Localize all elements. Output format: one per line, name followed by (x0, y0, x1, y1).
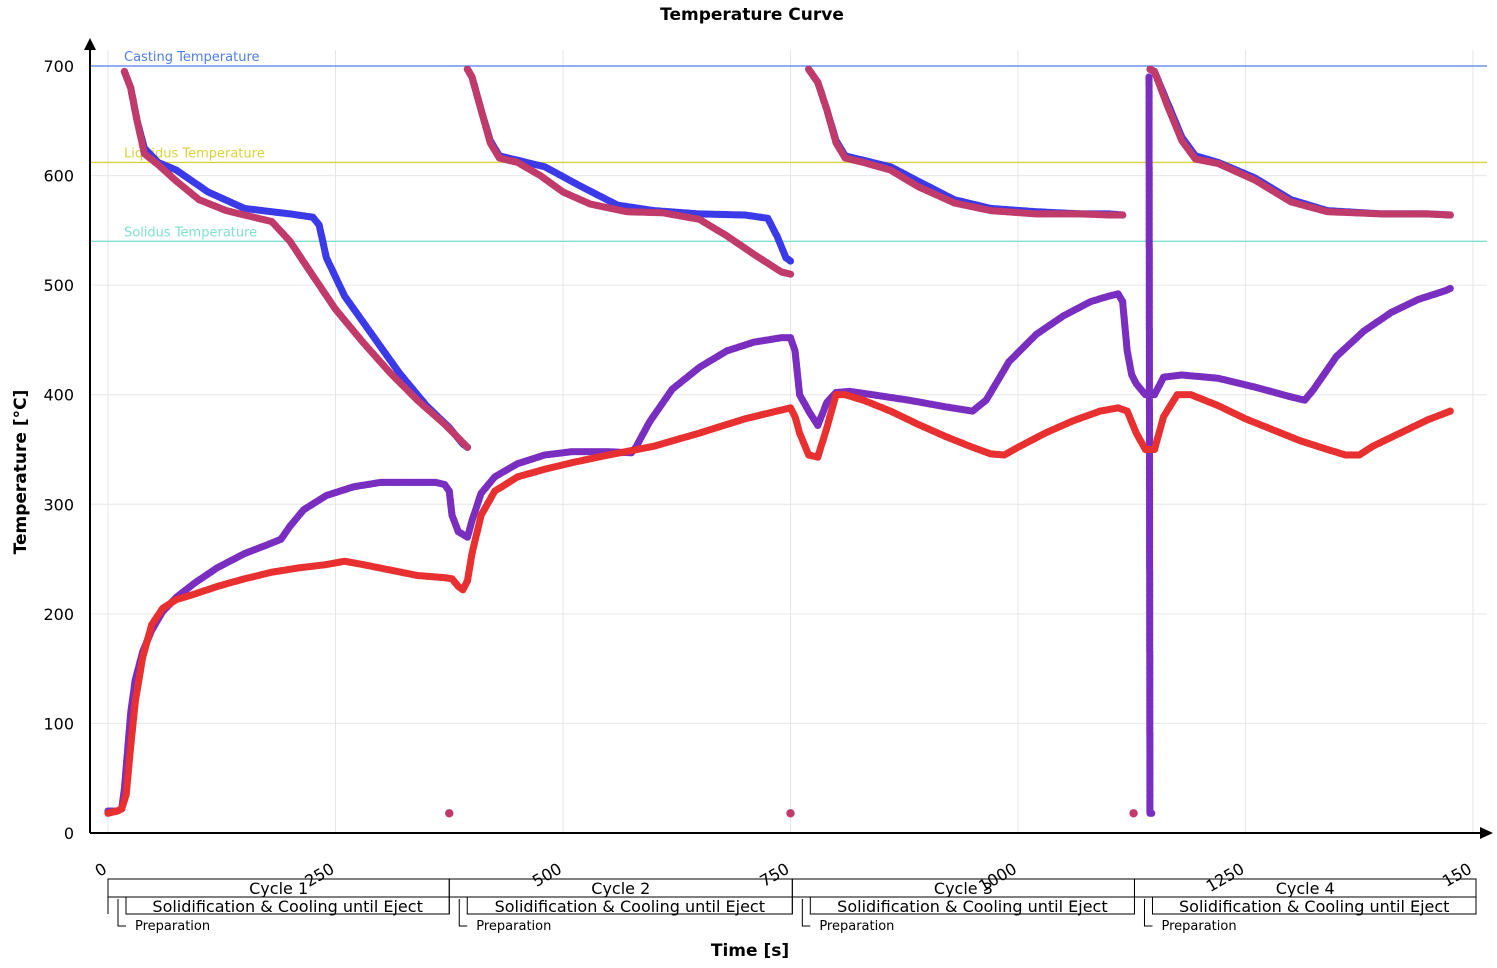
prep-connector (458, 899, 468, 927)
cycle-label: Cycle 2 (591, 879, 650, 898)
data-point (786, 257, 795, 265)
reference-line-label: Solidus Temperature (124, 225, 257, 240)
x-tick-label: 750 (757, 859, 793, 891)
phase-label: Solidification & Cooling until Eject (837, 897, 1107, 916)
y-tick-label: 400 (43, 386, 74, 405)
grid (90, 50, 1487, 833)
prep-label: Preparation (476, 919, 551, 934)
cycle-label: Cycle 1 (249, 879, 308, 898)
cycle-label: Cycle 3 (934, 879, 993, 898)
x-tick-label: 500 (529, 859, 565, 891)
data-point (1446, 407, 1454, 415)
x-axis-title: Time [s] (711, 941, 789, 961)
y-axis-title: Temperature [°C] (11, 390, 31, 555)
prep-label: Preparation (1161, 919, 1236, 934)
prep-connector (117, 899, 126, 927)
data-point (1446, 284, 1454, 293)
phase-box (1151, 896, 1477, 915)
x-axis-arrow (1480, 827, 1493, 839)
isolated-point (786, 809, 795, 818)
y-tick-label: 500 (43, 276, 74, 295)
phase-label: Solidification & Cooling until Eject (1179, 897, 1449, 916)
cycle-label: Cycle 4 (1276, 879, 1335, 898)
y-tick-label: 300 (43, 495, 74, 514)
prep-label: Preparation (135, 919, 210, 934)
y-tick-label: 100 (43, 714, 74, 733)
y-axis-arrow (84, 38, 96, 50)
reference-line-label: Casting Temperature (124, 50, 260, 65)
x-tick-label: 0 (92, 859, 110, 881)
y-tick-label: 0 (64, 824, 74, 843)
y-tick-label: 600 (43, 167, 74, 186)
y-tick-label: 200 (43, 605, 74, 624)
y-tick-label: 700 (43, 57, 74, 76)
reference-line-label: Liquidus Temperature (124, 146, 265, 161)
data-point (1119, 211, 1127, 219)
data-point (463, 443, 472, 451)
x-tick-label: 1250 (1203, 859, 1248, 896)
data-point (1446, 211, 1454, 219)
series-3 (104, 391, 1454, 817)
reference-lines: Casting Temperature Liquidus Temperature S… (90, 50, 1487, 242)
phase-label: Solidification & Cooling until Eject (495, 897, 765, 916)
data-point (1148, 809, 1156, 817)
data-point (786, 270, 795, 278)
isolated-point (445, 809, 454, 818)
series-2 (104, 73, 1454, 817)
phase-label: Solidification & Cooling until Eject (152, 897, 422, 916)
series-1 (120, 65, 1454, 451)
axes (84, 38, 1493, 839)
x-tick-label: 150 (1439, 859, 1475, 891)
series-0 (120, 65, 1454, 451)
prep-connector (1143, 899, 1153, 927)
series-group (104, 65, 1454, 818)
chart-title: Temperature Curve (660, 5, 844, 25)
isolated-point (1129, 809, 1138, 818)
prep-label: Preparation (819, 919, 894, 934)
prep-connector (801, 899, 811, 927)
